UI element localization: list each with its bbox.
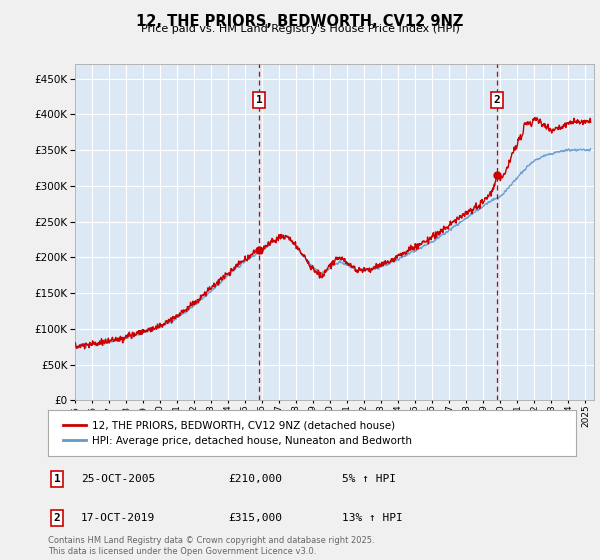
Text: 25-OCT-2005: 25-OCT-2005 [81, 474, 155, 484]
Text: Contains HM Land Registry data © Crown copyright and database right 2025.
This d: Contains HM Land Registry data © Crown c… [48, 536, 374, 556]
Text: 2: 2 [494, 95, 500, 105]
Text: 13% ↑ HPI: 13% ↑ HPI [342, 513, 403, 523]
Text: £210,000: £210,000 [228, 474, 282, 484]
Text: 1: 1 [256, 95, 262, 105]
Text: Price paid vs. HM Land Registry's House Price Index (HPI): Price paid vs. HM Land Registry's House … [140, 24, 460, 34]
Text: 2: 2 [53, 513, 61, 523]
Legend: 12, THE PRIORS, BEDWORTH, CV12 9NZ (detached house), HPI: Average price, detache: 12, THE PRIORS, BEDWORTH, CV12 9NZ (deta… [58, 417, 416, 450]
Text: 5% ↑ HPI: 5% ↑ HPI [342, 474, 396, 484]
Text: 1: 1 [53, 474, 61, 484]
Text: 12, THE PRIORS, BEDWORTH, CV12 9NZ: 12, THE PRIORS, BEDWORTH, CV12 9NZ [136, 14, 464, 29]
Text: £315,000: £315,000 [228, 513, 282, 523]
Text: 17-OCT-2019: 17-OCT-2019 [81, 513, 155, 523]
